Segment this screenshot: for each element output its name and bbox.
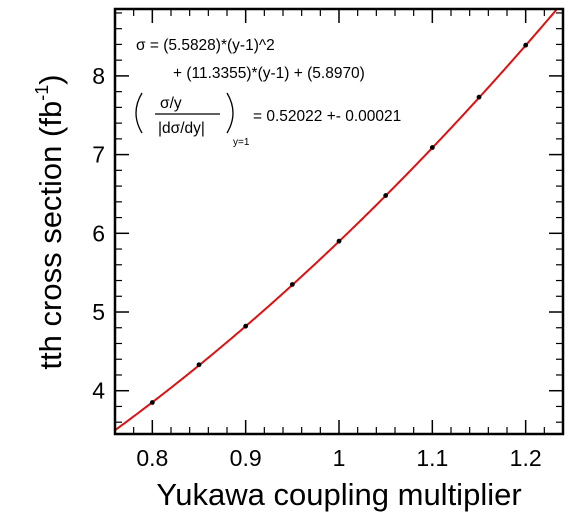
- y-tick-label: 6: [92, 220, 105, 246]
- data-point: [383, 193, 389, 198]
- x-tick-label: 0.9: [230, 445, 262, 471]
- data-point: [243, 323, 249, 329]
- left-paren: [135, 92, 143, 134]
- fit-annotation: σ = (5.5828)*(y-1)^2 + (11.3355)*(y-1) +…: [135, 37, 401, 148]
- fraction-numerator: σ/y: [160, 95, 182, 112]
- y-tick-label: 5: [92, 299, 105, 325]
- fraction-denominator: |dσ/dy|: [158, 120, 205, 137]
- y-axis-title-superscript: -1: [32, 85, 52, 101]
- data-marks: [115, 9, 559, 432]
- data-point: [429, 145, 435, 150]
- sensitivity-result: = 0.52022 +- 0.00021: [253, 108, 401, 125]
- y-axis-title-close: ): [33, 74, 68, 84]
- fit-formula-line1: σ = (5.5828)*(y-1)^2: [136, 37, 275, 54]
- data-point: [336, 238, 342, 244]
- data-point: [476, 94, 482, 100]
- x-tick-label: 1: [333, 445, 346, 471]
- plot-frame: [113, 7, 565, 436]
- y-tick-label: 7: [92, 142, 105, 168]
- y-axis-title: tth cross section (fb-1): [32, 74, 68, 369]
- y-axis-title-main: tth cross section (fb: [33, 101, 68, 370]
- x-tick-label: 0.8: [136, 445, 168, 471]
- fit-formula-line2: + (11.3355)*(y-1) + (5.8970): [173, 65, 365, 82]
- x-tick-label: 1.2: [510, 445, 542, 471]
- data-point: [523, 42, 529, 48]
- y-tick-label: 4: [92, 378, 105, 404]
- data-point: [289, 282, 295, 287]
- x-tick-label: 1.1: [416, 445, 448, 471]
- data-point: [149, 400, 155, 405]
- y-tick-label: 8: [92, 63, 105, 89]
- x-axis-title: Yukawa coupling multiplier: [156, 477, 521, 512]
- data-point: [196, 362, 202, 368]
- fraction-subscript: y=1: [233, 137, 250, 148]
- right-paren: [226, 92, 234, 134]
